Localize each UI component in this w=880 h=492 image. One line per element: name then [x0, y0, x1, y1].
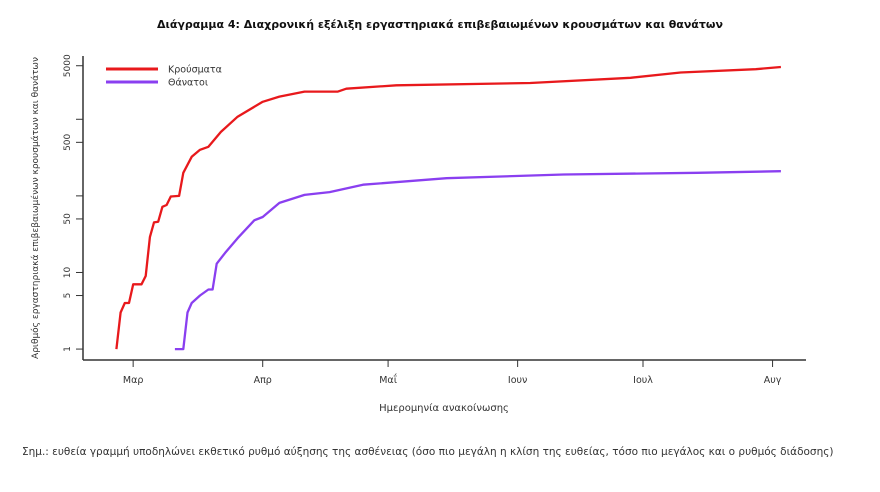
legend-label: Κρούσματα	[168, 65, 222, 76]
x-tick-label: Αυγ	[764, 375, 782, 386]
series-line-deaths	[174, 170, 781, 351]
x-axis-label: Ημερομηνία ανακοίνωσης	[379, 402, 509, 414]
y-tick-label: 5000	[63, 54, 73, 77]
chart-title: Διάγραμμα 4: Διαχρονική εξέλιξη εργαστηρ…	[157, 18, 723, 31]
x-tick-label: Ιουλ	[633, 375, 653, 386]
legend-label: Θάνατοι	[168, 78, 208, 89]
x-tick-label: Μαΐ	[379, 374, 397, 386]
axes: 1 5 10 50 500 5000 Μαρ Απρ Μαΐ Ιουν Ιουλ Αυγ	[63, 54, 806, 386]
series-line-cases	[115, 65, 782, 350]
y-tick-label: 5	[63, 293, 73, 299]
y-axis-label: Αριθμός εργαστηριακά επιβεβαιωμένων κρου…	[30, 57, 41, 359]
y-tick-label: 500	[63, 133, 73, 150]
x-tick-label: Απρ	[254, 375, 272, 386]
x-tick-label: Μαρ	[123, 375, 144, 386]
legend: Κρούσματα Θάνατοι	[106, 65, 222, 89]
y-tick-label: 1	[63, 346, 73, 352]
footnote: Σημ.: ευθεία γραμμή υποδηλώνει εκθετικό …	[22, 446, 834, 458]
x-tick-label: Ιουν	[508, 375, 527, 386]
y-tick-label: 10	[63, 266, 73, 278]
series-lines	[115, 65, 782, 351]
y-tick-label: 50	[63, 213, 73, 225]
